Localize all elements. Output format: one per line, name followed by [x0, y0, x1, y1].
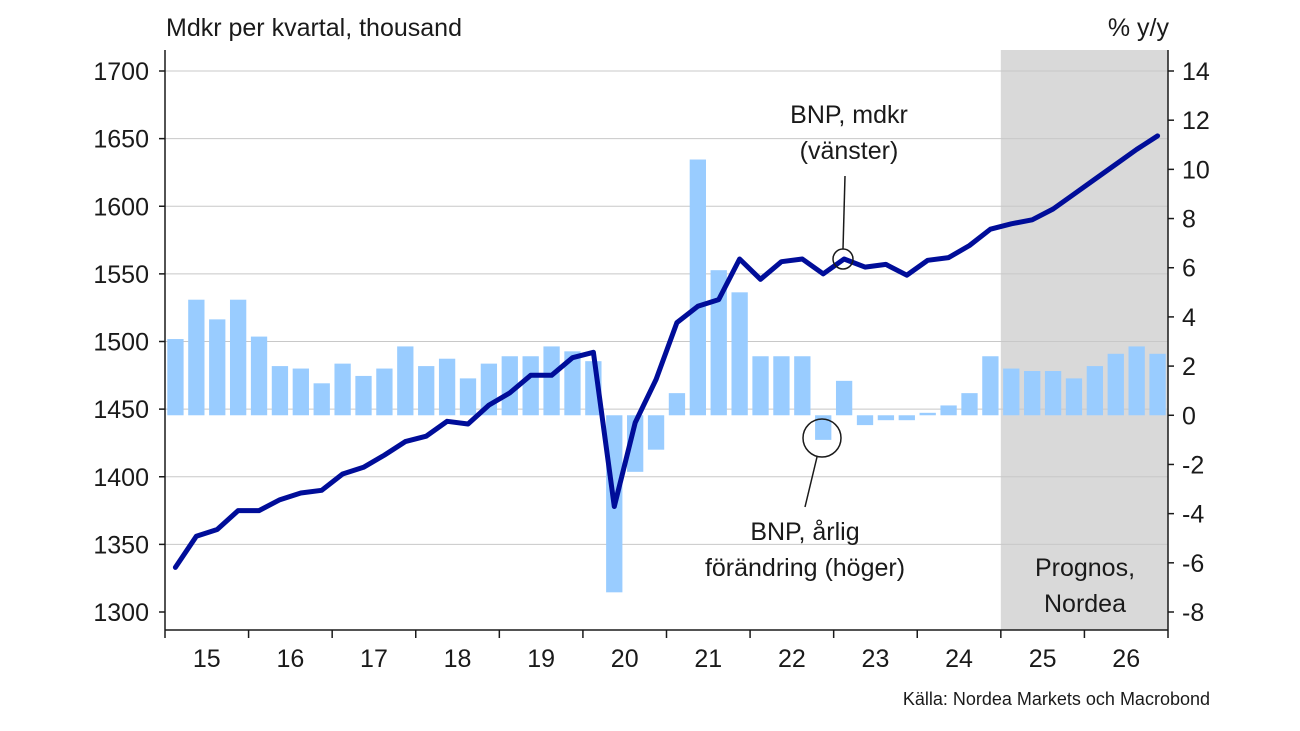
- line-label-leader: [842, 175, 846, 250]
- bar-yoy-change: [271, 366, 289, 416]
- right-tick-label: 8: [1182, 206, 1196, 234]
- bar-yoy-change: [815, 415, 832, 440]
- x-tick-label: 16: [276, 645, 304, 673]
- forecast-region: [1000, 50, 1168, 630]
- bar-yoy-change: [856, 415, 874, 426]
- bar-yoy-change: [438, 358, 456, 416]
- bar-yoy-change: [167, 339, 184, 416]
- source-note: Källa: Nordea Markets och Macrobond: [902, 689, 1210, 709]
- bar-yoy-change: [919, 412, 936, 416]
- right-tick-label: -2: [1182, 451, 1204, 479]
- bar-yoy-change: [1128, 346, 1145, 416]
- bar-series-label: BNP, årlig: [750, 518, 859, 546]
- bar-yoy-change: [313, 383, 330, 416]
- right-tick-label: 2: [1182, 353, 1196, 381]
- bar-yoy-change: [376, 368, 393, 416]
- left-tick-label: 1550: [93, 261, 149, 289]
- bar-yoy-change: [229, 299, 247, 416]
- x-tick-label: 17: [360, 645, 388, 673]
- bar-yoy-change: [1065, 378, 1083, 416]
- left-tick-label: 1400: [93, 464, 149, 492]
- bar-yoy-change: [459, 378, 477, 416]
- bar-yoy-change: [940, 405, 957, 416]
- forecast-label: Prognos,: [1035, 554, 1135, 582]
- right-tick-label: 0: [1182, 402, 1196, 430]
- left-tick-label: 1350: [93, 531, 149, 559]
- left-tick-label: 1650: [93, 126, 149, 154]
- left-axis-title: Mdkr per kvartal, thousand: [166, 14, 462, 42]
- bar-yoy-change: [418, 366, 435, 416]
- left-tick-label: 1450: [93, 396, 149, 424]
- x-tick-label: 26: [1112, 645, 1140, 673]
- bar-yoy-change: [731, 292, 748, 416]
- bar-yoy-change: [292, 368, 309, 416]
- bar-yoy-change: [982, 356, 999, 416]
- bar-yoy-change: [877, 415, 895, 421]
- left-tick-label: 1600: [93, 193, 149, 221]
- bar-yoy-change: [961, 393, 978, 416]
- bar-yoy-change: [543, 346, 560, 416]
- bar-yoy-change: [250, 336, 268, 416]
- line-gdp-level: [172, 133, 1161, 570]
- bar-yoy-change: [397, 346, 414, 416]
- x-tick-label: 24: [945, 645, 973, 673]
- left-tick-label: 1300: [93, 599, 149, 627]
- left-tick-label: 1500: [93, 329, 149, 357]
- bar-yoy-change: [1044, 371, 1062, 416]
- right-tick-label: 10: [1182, 156, 1210, 184]
- x-tick-label: 15: [193, 645, 221, 673]
- x-tick-label: 21: [694, 645, 722, 673]
- x-tick-label: 25: [1029, 645, 1057, 673]
- line-series-label: (vänster): [800, 137, 899, 165]
- bar-yoy-change: [1149, 353, 1166, 416]
- bar-yoy-change: [773, 356, 790, 416]
- x-tick-label: 23: [862, 645, 890, 673]
- bar-yoy-change: [209, 319, 226, 416]
- bar-yoy-change: [1003, 368, 1020, 416]
- bar-yoy-change: [689, 159, 706, 416]
- right-tick-label: -8: [1182, 599, 1204, 627]
- bar-yoy-change: [647, 415, 665, 450]
- right-tick-label: 14: [1182, 58, 1210, 86]
- bar-yoy-change: [355, 375, 372, 416]
- bar-yoy-change: [1024, 371, 1041, 416]
- right-tick-label: -6: [1182, 550, 1204, 578]
- bar-yoy-change: [835, 380, 853, 416]
- forecast-label: Nordea: [1044, 590, 1126, 618]
- right-tick-label: 6: [1182, 255, 1196, 283]
- bar-yoy-change: [188, 299, 205, 416]
- right-tick-label: 4: [1182, 304, 1196, 332]
- x-tick-label: 22: [778, 645, 806, 673]
- bar-label-leader: [804, 456, 818, 508]
- bar-yoy-change: [752, 356, 769, 416]
- bar-yoy-change: [710, 270, 727, 416]
- bar-yoy-change: [564, 351, 581, 416]
- x-tick-label: 19: [527, 645, 555, 673]
- right-axis-title: % y/y: [1107, 14, 1169, 42]
- right-tick-label: -4: [1182, 501, 1204, 529]
- right-tick-label: 12: [1182, 107, 1210, 135]
- x-tick-label: 18: [444, 645, 472, 673]
- bar-label-marker: [802, 418, 842, 458]
- bar-series-label: förändring (höger): [705, 554, 905, 582]
- bar-yoy-change: [334, 363, 351, 416]
- bar-yoy-change: [668, 393, 686, 416]
- left-tick-label: 1700: [93, 58, 149, 86]
- bar-yoy-change: [794, 356, 811, 416]
- bar-yoy-change: [898, 415, 915, 421]
- x-tick-label: 20: [611, 645, 639, 673]
- bar-yoy-change: [1107, 353, 1124, 416]
- line-label-marker: [832, 248, 854, 270]
- bar-yoy-change: [522, 356, 539, 416]
- bar-yoy-change: [501, 356, 518, 416]
- line-series-label: BNP, mdkr: [790, 101, 908, 129]
- bar-yoy-change: [1086, 366, 1104, 416]
